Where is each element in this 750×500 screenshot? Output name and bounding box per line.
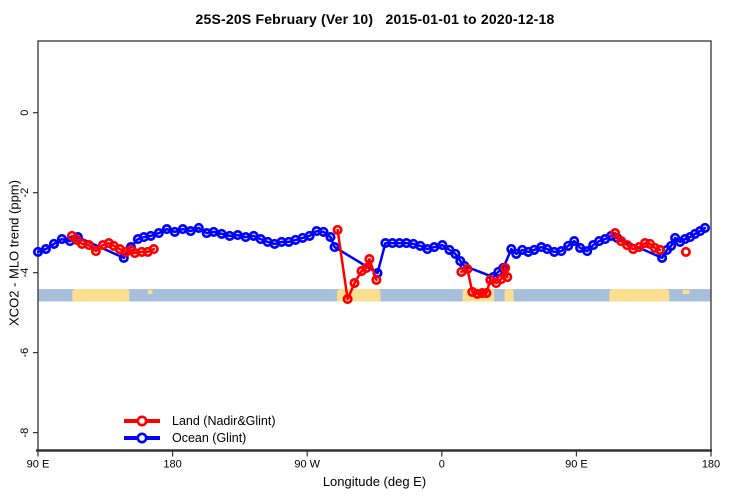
map-band-island: [147, 290, 153, 295]
series-land: [66, 224, 691, 305]
data-point: [563, 240, 574, 251]
data-point: [582, 246, 593, 257]
data-point: [450, 248, 461, 259]
data-point: [467, 286, 478, 297]
x-tick-label: 90 E: [27, 459, 50, 471]
data-point: [332, 224, 343, 235]
data-point: [90, 246, 101, 257]
chart-title: 25S-20S February (Ver 10) 2015-01-01 to …: [195, 11, 555, 27]
y-axis-label: XCO2 - MLO trend (ppm): [6, 180, 22, 326]
map-band-land-patch-base: [504, 295, 514, 302]
data-point: [349, 278, 360, 289]
data-point: [120, 246, 131, 257]
data-point: [666, 240, 677, 251]
x-axis-label: Longitude (deg E): [322, 474, 427, 489]
x-tick-label: 0: [439, 459, 445, 471]
legend-item-ocean: Ocean (Glint): [121, 430, 276, 446]
y-tick-label: -2: [19, 188, 31, 198]
data-point: [48, 238, 60, 249]
data-point: [462, 264, 473, 275]
map-band-land-patch-base: [609, 295, 670, 302]
data-point: [153, 228, 164, 239]
data-point: [364, 254, 375, 265]
legend-marker-land: [124, 415, 160, 427]
data-point: [472, 288, 483, 299]
map-band-island: [682, 290, 690, 295]
data-point: [40, 244, 51, 255]
map-band: [38, 289, 711, 302]
data-point: [477, 288, 488, 299]
data-point: [304, 230, 315, 241]
axes: 90 E 180 90 W 0 90 E 180 0 -2 -4 -6 -8: [19, 40, 720, 471]
x-tick-label: 180: [702, 459, 720, 471]
data-point: [329, 242, 340, 253]
data-point: [481, 288, 492, 299]
y-tick-label: -8: [19, 428, 31, 438]
legend-label-ocean: Ocean (Glint): [172, 431, 247, 445]
data-point: [83, 240, 95, 251]
data-point: [569, 236, 580, 247]
x-tick-label: 180: [163, 459, 181, 471]
data-point: [437, 240, 448, 251]
x-tick-label: 90 E: [565, 459, 588, 471]
legend-marker-ocean: [124, 432, 160, 444]
data-point: [649, 242, 660, 253]
data-point: [169, 226, 180, 237]
map-band-land-patch-base: [72, 295, 130, 302]
data-point: [161, 224, 172, 235]
data-point: [639, 238, 651, 249]
plot-box: [37, 40, 712, 452]
data-point: [185, 226, 196, 237]
data-point: [148, 244, 159, 255]
data-point: [556, 246, 567, 257]
data-point: [500, 262, 511, 273]
data-point: [342, 294, 353, 305]
data-point: [610, 228, 621, 239]
data-point: [371, 274, 382, 285]
data-point: [325, 232, 336, 243]
map-band-land-patch-base: [337, 295, 381, 302]
legend-item-land: Land (Nadir&Glint): [121, 413, 276, 429]
data-point: [679, 234, 691, 245]
legend-label-land: Land (Nadir&Glint): [172, 414, 276, 428]
data-point: [193, 222, 204, 233]
data-point: [680, 246, 691, 257]
data-point: [318, 226, 329, 237]
data-point: [502, 272, 513, 283]
legend: Land (Nadir&Glint) Ocean (Glint): [121, 413, 276, 446]
y-tick-label: -4: [19, 268, 31, 278]
data-point: [699, 222, 711, 233]
y-tick-label: -6: [19, 348, 31, 358]
data-point: [654, 244, 666, 255]
data-point: [136, 246, 147, 257]
data-point: [361, 262, 372, 273]
series-line: [336, 228, 378, 301]
x-tick-label: 90 W: [294, 459, 320, 471]
y-tick-label: 0: [19, 110, 31, 116]
data-point: [145, 230, 156, 241]
